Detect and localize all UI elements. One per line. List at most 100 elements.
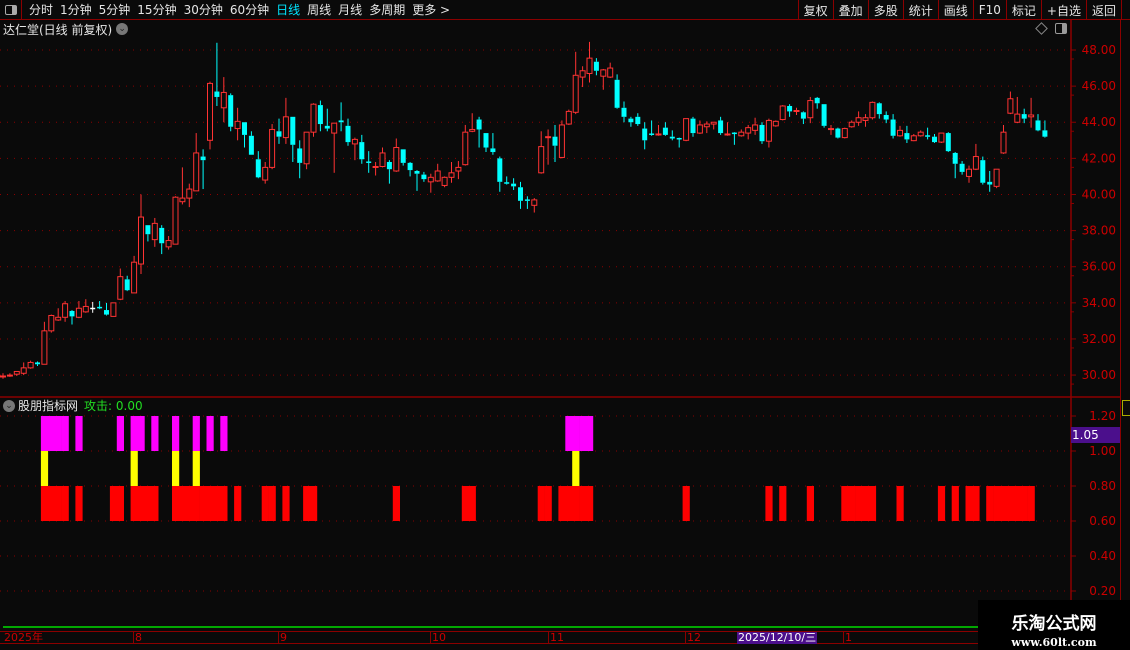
- indicator-magenta-bar: [116, 416, 124, 451]
- period-tab-daily[interactable]: 日线: [276, 3, 301, 17]
- period-tab-1min[interactable]: 1分钟: [60, 3, 92, 17]
- candle-body-up: [82, 305, 89, 313]
- chevron-down-icon[interactable]: ⌄: [116, 23, 129, 35]
- candle-body-down: [386, 161, 392, 170]
- indicator-red-bar: [178, 486, 187, 521]
- candle-body-down: [787, 105, 793, 112]
- candle-body-up: [1007, 98, 1014, 114]
- candle-body-down: [290, 116, 296, 145]
- candle-body-up: [917, 131, 924, 137]
- price-axis-label: 30.00: [1082, 368, 1116, 382]
- indicator-red-bar: [151, 486, 159, 521]
- candle-body-down: [759, 124, 765, 142]
- candle-body-up: [310, 103, 317, 133]
- candle-body-up: [1028, 114, 1035, 118]
- period-tab-60min[interactable]: 60分钟: [229, 3, 270, 17]
- candle-body-down: [621, 107, 627, 117]
- date-label: 10: [430, 631, 446, 644]
- candle-body-up: [427, 176, 434, 183]
- period-tab-15min[interactable]: 15分钟: [137, 3, 177, 17]
- side-tab[interactable]: [1122, 400, 1130, 416]
- indicator-red-bar: [172, 486, 180, 521]
- period-tab-fenshi[interactable]: 分时: [29, 3, 54, 17]
- period-tab-monthly[interactable]: 月线: [338, 3, 363, 17]
- indicator-magenta-bar: [151, 416, 159, 451]
- indicator-red-bar: [841, 486, 849, 521]
- candle-body-up: [841, 128, 848, 139]
- indicator-red-bar: [806, 486, 814, 521]
- candle-body-up: [13, 370, 20, 375]
- candle-body-down: [69, 310, 75, 317]
- statistics-button[interactable]: 统计: [902, 0, 938, 20]
- indicator-magenta-bar: [47, 416, 55, 451]
- panel-toggle-button[interactable]: [0, 0, 22, 20]
- draw-line-button[interactable]: 画线: [937, 0, 973, 20]
- candle-body-down: [987, 181, 993, 185]
- panel-layout-icon[interactable]: [1055, 23, 1067, 34]
- candle-body-up: [910, 135, 917, 142]
- candle-body-up: [600, 69, 607, 77]
- indicator-red-bar: [310, 486, 318, 521]
- candle-body-up: [75, 307, 82, 318]
- candle-body-down: [690, 118, 696, 134]
- f10-button[interactable]: F10: [972, 0, 1006, 20]
- indicator-red-bar: [185, 486, 193, 521]
- candle-body-down: [228, 95, 234, 127]
- candle-body-up: [179, 197, 186, 203]
- candle-body-up: [897, 129, 903, 137]
- period-tab-more[interactable]: 更多 >: [412, 3, 451, 17]
- candle-body-up: [1000, 131, 1007, 154]
- multi-stock-button[interactable]: 多股: [867, 0, 903, 20]
- indicator-magenta-bar: [220, 416, 228, 451]
- candle-body-up: [579, 70, 586, 78]
- indicator-axis-label: 0.60: [1089, 514, 1116, 528]
- candle-body-up: [193, 152, 200, 192]
- candle-body-up: [538, 146, 545, 174]
- indicator-red-bar: [682, 486, 690, 521]
- candle-body-up: [207, 82, 213, 141]
- candle-body-up: [331, 122, 338, 134]
- adjust-button[interactable]: 复权: [797, 0, 833, 20]
- candle-body-down: [669, 136, 675, 139]
- period-tab-weekly[interactable]: 周线: [307, 3, 332, 17]
- candle-body-up: [545, 136, 552, 139]
- indicator-red-bar: [54, 486, 62, 521]
- mark-button[interactable]: 标记: [1005, 0, 1041, 20]
- watermark-logo: 乐淘公式网 www.60lt.com: [978, 600, 1130, 650]
- toolbar-right-buttons: 复权 叠加 多股 统计 画线 F10 标记 +自选 返回: [797, 0, 1122, 20]
- indicator-red-bar: [855, 486, 863, 521]
- period-tab-30min[interactable]: 30分钟: [183, 3, 223, 17]
- candle-body-down: [248, 135, 254, 155]
- indicator-red-bar: [192, 486, 200, 521]
- date-label: 11: [548, 631, 564, 644]
- indicator-red-bar: [565, 486, 573, 521]
- indicator-magenta-bar: [192, 416, 200, 451]
- candle-body-down: [324, 125, 330, 129]
- candle-body-down: [1042, 130, 1048, 137]
- indicator-red-bar: [1020, 486, 1028, 521]
- chevron-down-icon[interactable]: ⌄: [3, 399, 15, 412]
- indicator-red-bar: [537, 486, 545, 521]
- candle-body-up: [772, 120, 779, 127]
- cursor-date: 2025/12/10/三: [737, 631, 818, 644]
- candle-body-up: [862, 117, 869, 121]
- indicator-red-bar: [572, 486, 580, 521]
- period-tab-5min[interactable]: 5分钟: [98, 3, 131, 17]
- date-label: 1: [843, 631, 852, 644]
- indicator-red-bar: [586, 486, 594, 521]
- indicator-red-bar: [868, 486, 877, 521]
- indicator-red-bar: [779, 486, 787, 521]
- candle-body-down: [476, 119, 482, 130]
- indicator-red-bar: [896, 486, 904, 521]
- add-watchlist-button[interactable]: +自选: [1040, 0, 1086, 20]
- candle-body-down: [952, 152, 958, 164]
- overlay-button[interactable]: 叠加: [832, 0, 868, 20]
- indicator-red-bar: [965, 486, 973, 521]
- indicator-red-bar: [972, 486, 980, 521]
- back-button[interactable]: 返回: [1085, 0, 1122, 20]
- indicator-name: 股朋指标网: [18, 399, 79, 413]
- candle-body-down: [614, 79, 620, 108]
- period-tab-multi[interactable]: 多周期: [369, 3, 406, 17]
- candle-body-down: [242, 122, 247, 135]
